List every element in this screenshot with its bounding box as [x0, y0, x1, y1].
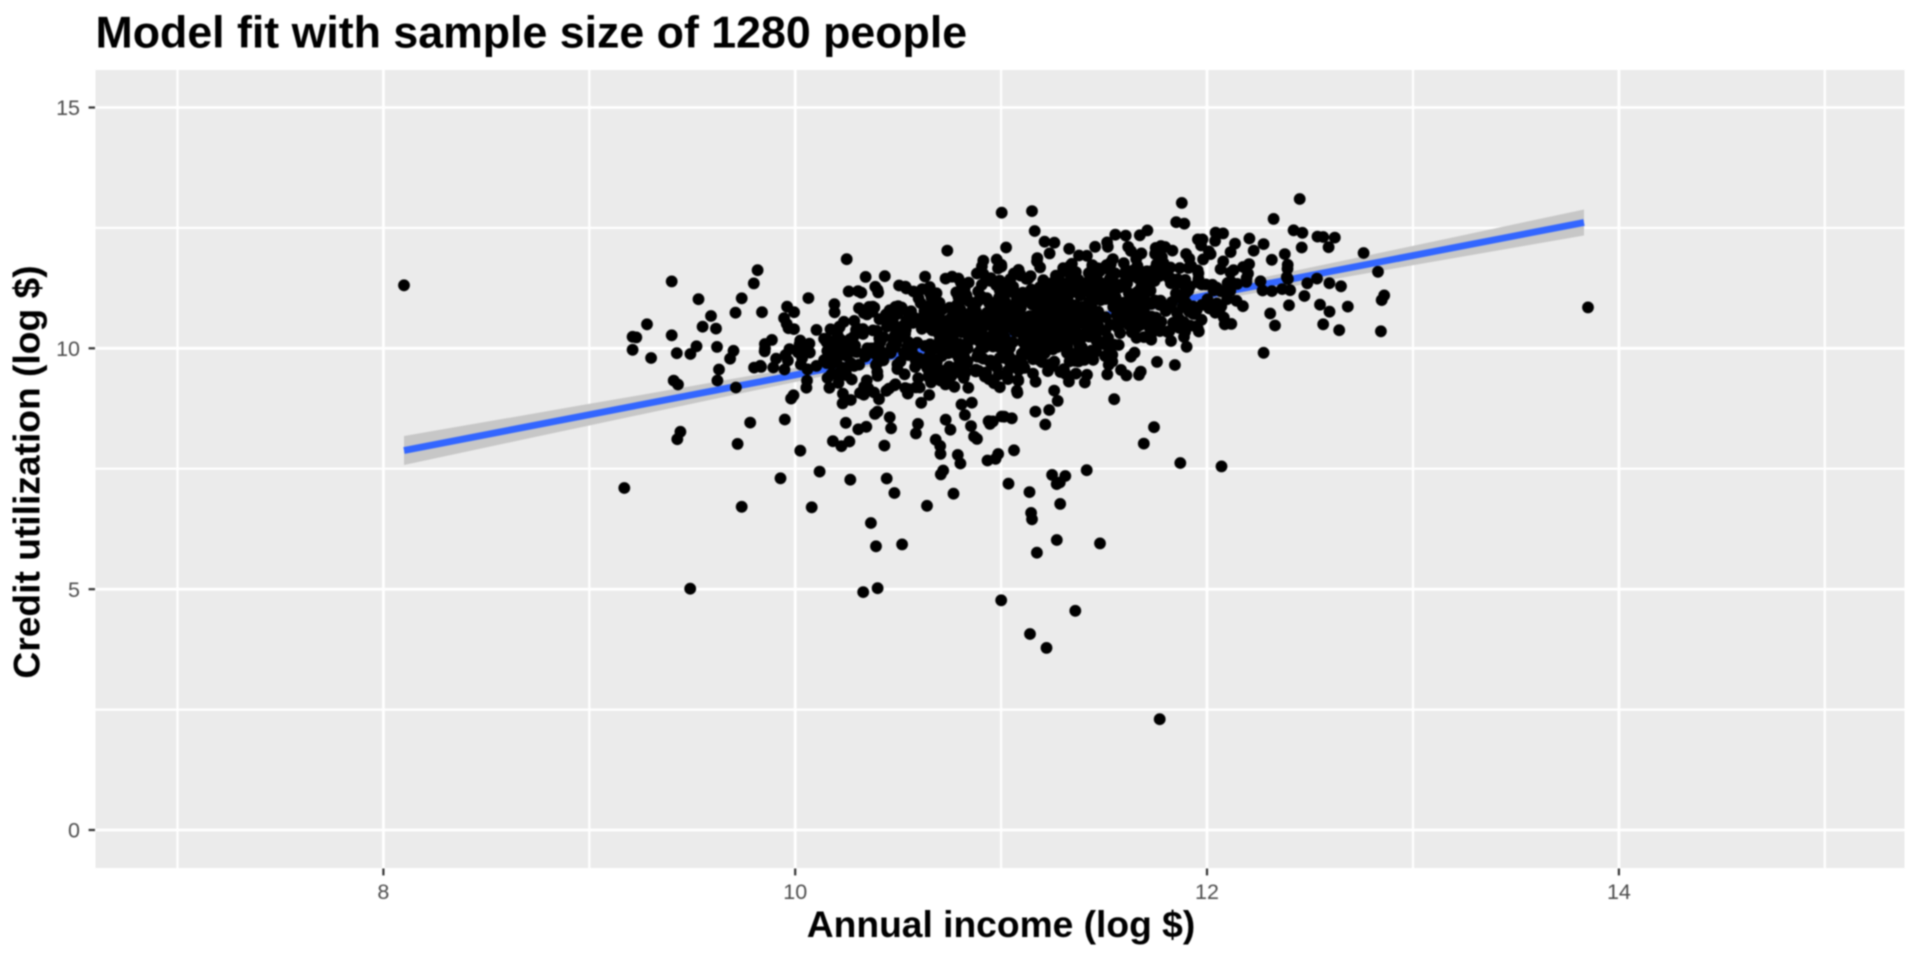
svg-text:Annual income (log $): Annual income (log $): [807, 903, 1195, 945]
svg-text:10: 10: [783, 880, 807, 904]
svg-text:Credit utilization (log $): Credit utilization (log $): [6, 265, 48, 678]
svg-text:Model fit with sample size of: Model fit with sample size of 1280 peopl…: [96, 9, 968, 58]
svg-text:0: 0: [68, 819, 80, 843]
svg-text:5: 5: [68, 578, 80, 602]
svg-text:8: 8: [377, 880, 389, 904]
svg-text:12: 12: [1195, 880, 1219, 904]
svg-text:14: 14: [1607, 880, 1631, 904]
svg-text:10: 10: [56, 337, 80, 361]
svg-text:15: 15: [56, 96, 80, 120]
